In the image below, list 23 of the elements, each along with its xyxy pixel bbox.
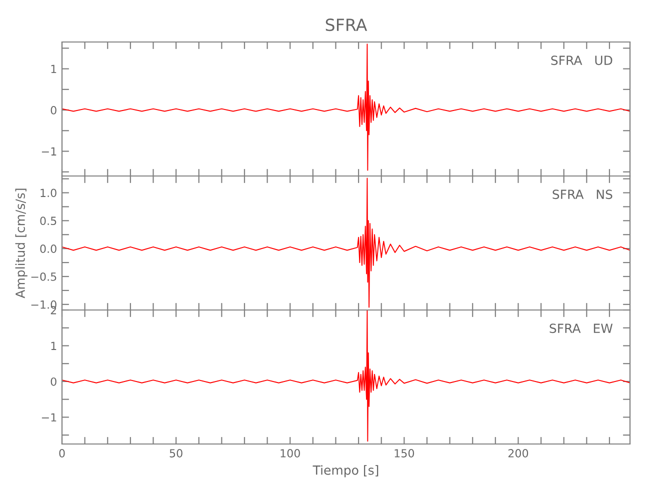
y-tick-label: 1.0 (40, 188, 56, 198)
annotation: SFRA EW (550, 324, 613, 334)
line-series (62, 178, 630, 308)
x-tick-label: 100 (280, 449, 300, 458)
x-tick-label: 200 (508, 449, 528, 458)
y-tick-label: 0 (50, 106, 56, 114)
y-tick-label: −0.5 (31, 272, 56, 281)
x-tick-label: 150 (394, 449, 414, 458)
annotation: SFRA UD (551, 56, 612, 66)
y-tick-label: −1 (42, 147, 56, 156)
line-series (62, 44, 630, 171)
y-tick-label: 1 (51, 342, 56, 350)
annotation: SFRA NS (552, 190, 612, 200)
x-tick-label: 50 (170, 449, 182, 458)
x-axis-title: Tiempo [s] (312, 465, 378, 478)
chart-title: SFRA (326, 18, 368, 32)
y-tick-label: −1 (42, 413, 56, 422)
y-tick-label: 0 (50, 377, 56, 386)
y-tick-label: 0.5 (40, 216, 56, 226)
y-tick-label: 1 (51, 64, 56, 74)
y-tick-label: 0.0 (40, 244, 56, 253)
y-axis-title: Amplitud [cm/s/s] (15, 188, 28, 298)
x-tick-label: 0 (59, 449, 65, 458)
